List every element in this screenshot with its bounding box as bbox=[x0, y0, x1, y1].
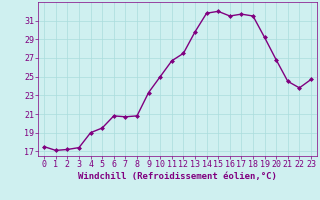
X-axis label: Windchill (Refroidissement éolien,°C): Windchill (Refroidissement éolien,°C) bbox=[78, 172, 277, 181]
